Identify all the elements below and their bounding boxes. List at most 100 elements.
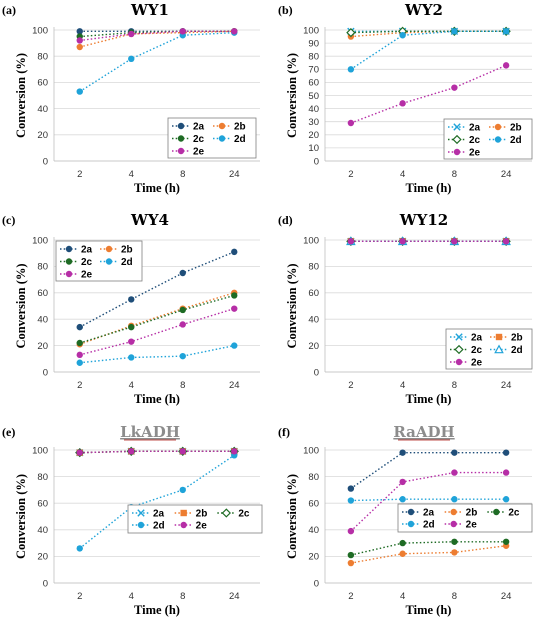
legend-swatch-marker [218, 135, 226, 142]
data-point [179, 306, 186, 314]
y-tick-label: 60 [308, 288, 319, 299]
y-tick-label: 0 [43, 367, 48, 378]
legend-label: 2d [423, 520, 435, 531]
data-point [347, 485, 355, 492]
x-tick-label: 2 [348, 591, 353, 602]
series-2d [347, 28, 510, 73]
series-2b [347, 542, 510, 567]
x-tick-label: 24 [229, 169, 240, 180]
x-tick-label: 8 [180, 591, 185, 602]
legend-label: 2a [193, 122, 205, 133]
y-tick-label: 100 [303, 25, 319, 36]
data-point [128, 338, 135, 345]
data-point [451, 28, 458, 35]
data-point [347, 119, 355, 127]
x-tick-label: 4 [129, 591, 134, 602]
y-tick-label: 40 [308, 315, 319, 326]
legend-label: 2c [238, 509, 250, 520]
legend-item-2e: 2e [60, 270, 93, 281]
data-point [502, 28, 510, 35]
x-tick-label: 2 [77, 591, 82, 602]
series-line [350, 30, 507, 38]
legend-swatch-marker [450, 508, 457, 516]
legend-swatch-marker [65, 245, 73, 253]
legend-label: 2c [81, 257, 93, 268]
series-line [350, 545, 507, 564]
x-tick-label: 24 [501, 169, 512, 180]
data-point [179, 352, 186, 360]
legend-item-2d: 2d [213, 134, 246, 145]
y-tick-label: 60 [37, 499, 48, 510]
y-tick-label: 60 [37, 78, 48, 89]
panel-label: (b) [278, 3, 293, 17]
chart-title: WY1 [130, 1, 169, 19]
x-axis-label: Time (h) [134, 181, 180, 195]
y-tick-label: 0 [314, 578, 319, 589]
legend-label: 2a [469, 123, 481, 134]
data-point [347, 66, 355, 73]
y-axis-label: Conversion (%) [14, 474, 28, 559]
legend-item-2e: 2e [450, 358, 483, 369]
series-2e [347, 469, 510, 535]
legend: 2a 2b 2c 2d 2e [445, 328, 533, 370]
legend-swatch-marker [494, 123, 502, 131]
series-2d [76, 342, 238, 366]
chart-title: LkADH [120, 423, 180, 441]
y-tick-label: 100 [32, 445, 48, 456]
data-point [76, 43, 83, 51]
y-axis-label: Conversion (%) [14, 263, 28, 348]
chart-title: WY12 [399, 211, 448, 229]
data-point [76, 359, 83, 366]
series-line [79, 294, 235, 344]
x-tick-label: 24 [229, 380, 240, 391]
y-tick-label: 70 [308, 65, 319, 76]
y-tick-label: 80 [308, 52, 319, 63]
data-point [231, 28, 238, 35]
legend-swatch-marker [218, 122, 226, 130]
data-point [451, 549, 458, 556]
legend-box [397, 503, 533, 533]
legend-swatch-marker [137, 509, 145, 517]
legend-label: 2c [508, 508, 520, 519]
y-tick-label: 80 [37, 262, 48, 273]
legend-label: 2d [234, 134, 246, 145]
data-point [502, 469, 510, 476]
y-axis-label: Conversion (%) [14, 53, 28, 138]
legend-swatch-marker [177, 135, 185, 142]
y-axis-label: Conversion (%) [285, 53, 299, 138]
data-point [399, 238, 406, 245]
data-point [451, 449, 458, 456]
series-line [350, 451, 507, 490]
legend-swatch-marker [177, 122, 185, 130]
series-line [79, 30, 235, 48]
x-axis-label: Time (h) [406, 392, 452, 406]
data-point [179, 448, 186, 455]
y-tick-label: 20 [308, 341, 319, 352]
legend-swatch-marker [453, 123, 461, 131]
data-point [502, 538, 510, 545]
y-tick-label: 40 [37, 315, 48, 326]
data-point [451, 469, 458, 476]
legend-label: 2e [466, 520, 478, 531]
legend-swatch-marker [105, 245, 113, 253]
legend-label: 2a [423, 508, 435, 519]
legend-item-2c: 2c [172, 134, 205, 145]
x-tick-label: 8 [180, 169, 185, 180]
legend-item-2d: 2d [489, 135, 522, 146]
panel-label: (d) [278, 213, 293, 227]
y-tick-label: 60 [37, 288, 48, 299]
panel-label: (e) [2, 425, 15, 439]
legend-item-2b: 2b [100, 245, 133, 256]
data-point [347, 527, 355, 535]
data-point [399, 496, 406, 503]
data-point [399, 449, 406, 456]
series-line [350, 30, 507, 70]
x-tick-label: 4 [129, 169, 134, 180]
legend-label: 2c [469, 135, 481, 146]
legend-item-2c: 2c [487, 508, 520, 519]
series-line [79, 292, 235, 345]
series-2e [76, 305, 238, 359]
x-tick-label: 4 [400, 380, 405, 391]
series-line [350, 64, 507, 124]
